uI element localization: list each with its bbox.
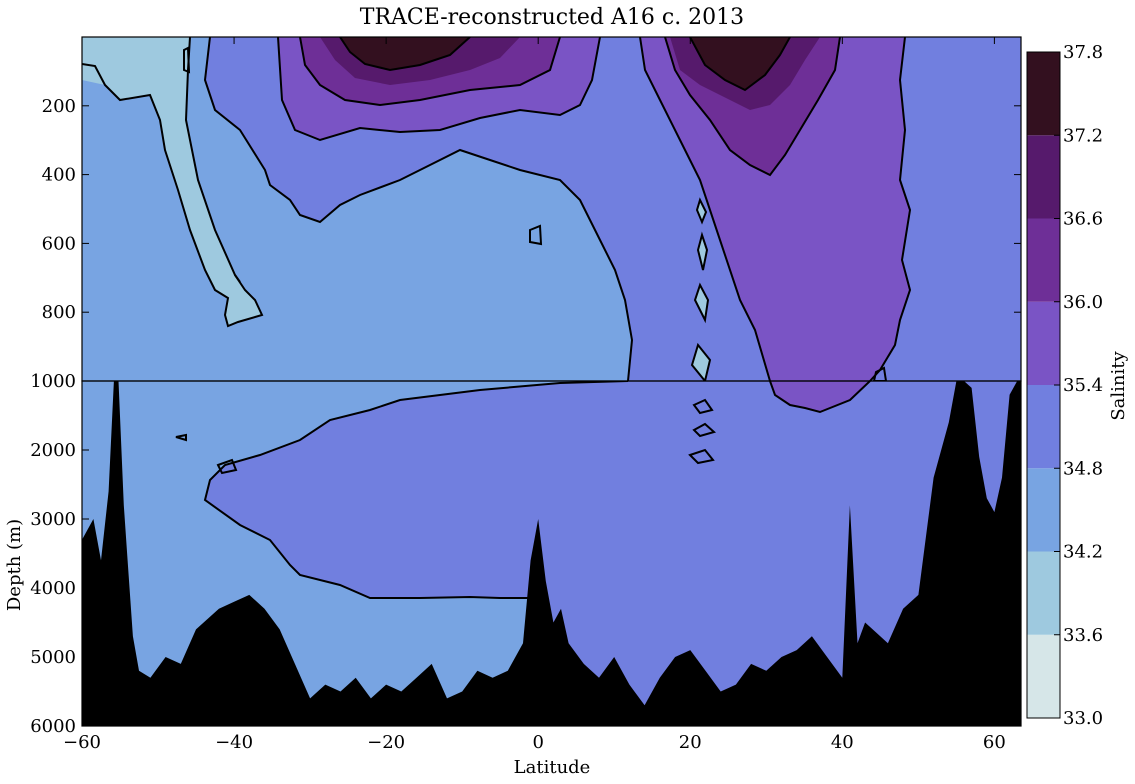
x-tick-label: −40	[215, 732, 253, 753]
colorbar-segment	[1027, 468, 1060, 552]
colorbar-tick-label: 36.0	[1063, 292, 1103, 313]
colorbar-segment	[1027, 634, 1060, 718]
colorbar-segment	[1027, 52, 1060, 136]
y-tick-label-upper: 1000	[30, 371, 76, 392]
isohaline-blob-2	[872, 366, 888, 381]
isohaline-36.6-east-upper	[664, 37, 841, 177]
y-tick-label-upper: 400	[42, 165, 76, 186]
y-tick-label-upper: 600	[42, 233, 76, 254]
lower-panel	[82, 381, 1021, 726]
x-axis: −60 −40 −20 0 20 40 60	[63, 37, 1006, 753]
x-tick-label: 20	[679, 732, 702, 753]
y-tick-label-lower: 6000	[30, 716, 76, 737]
colorbar-tick-label: 37.2	[1063, 125, 1103, 146]
colorbar-tick-label: 34.2	[1063, 542, 1103, 563]
lower-contour-lines	[175, 381, 871, 599]
fill-band-34.2-34.8-east-spots	[692, 200, 710, 381]
colorbar-tick-label: 33.0	[1063, 708, 1103, 729]
y-tick-label-lower: 3000	[30, 509, 76, 530]
isohaline-spot-8	[175, 433, 187, 442]
isohaline-35.4-lower	[203, 381, 629, 599]
fill-band-35.4-36.0-east	[640, 37, 910, 381]
isohaline-35.4-west-upper	[203, 37, 634, 381]
x-tick-label: −60	[63, 732, 101, 753]
isohaline-spot-2	[696, 231, 709, 271]
isohaline-36.0-east-upper	[639, 37, 771, 381]
seafloor-bathymetry	[82, 381, 1021, 726]
y-tick-label-lower: 5000	[30, 647, 76, 668]
colorbar-tick-label: 34.8	[1063, 458, 1103, 479]
isohaline-blob-1	[529, 224, 543, 246]
colorbar-tick-label: 35.4	[1063, 375, 1103, 396]
lower-panel-frame	[81, 380, 1022, 727]
x-axis-label: Latitude	[514, 757, 591, 778]
isohaline-34.8-upper	[82, 63, 264, 328]
y-axis-upper: 200 400 600 800 1000	[30, 96, 1021, 392]
y-tick-label-lower: 4000	[30, 578, 76, 599]
colorbar: 33.0 33.6 34.2 34.8 35.4 36.0 36.6 37.2 37.8	[1026, 42, 1103, 729]
fill-band-37.2-37.8-east	[690, 37, 790, 90]
isohaline-37.2-east-upper	[689, 37, 791, 92]
y-tick-label-upper: 800	[42, 302, 76, 323]
colorbar-segment	[1027, 301, 1060, 385]
isohaline-36.0-lower	[769, 381, 871, 414]
isohaline-36.6-west-upper	[299, 37, 561, 107]
chart-title: TRACE-reconstructed A16 c. 2013	[360, 5, 744, 30]
colorbar-segment	[1027, 218, 1060, 302]
colorbar-tick-label: 36.6	[1063, 209, 1103, 230]
isohaline-spot-6	[692, 422, 717, 438]
colorbar-tick-label: 37.8	[1063, 42, 1103, 63]
isohaline-36.0-east-return	[869, 37, 912, 381]
isohaline-spot-3	[693, 282, 710, 324]
y-tick-label-lower: 2000	[30, 440, 76, 461]
isohaline-spot-5	[692, 398, 714, 415]
isohaline-spot-9	[216, 458, 238, 475]
y-axis-lower: 2000 3000 4000 5000 6000	[30, 380, 1021, 737]
upper-contour-lines	[82, 37, 912, 381]
x-tick-label: 0	[532, 732, 543, 753]
isohaline-blob-3	[183, 46, 191, 74]
isohaline-spot-1	[695, 197, 708, 225]
x-tick-label: 60	[983, 732, 1006, 753]
colorbar-tick-label: 33.6	[1063, 625, 1103, 646]
isohaline-36.0-west-upper	[277, 37, 601, 142]
fill-band-34.2-34.8	[82, 37, 632, 381]
fill-band-35.4-36.0-lower	[770, 381, 870, 412]
colorbar-label: Salinity	[1108, 351, 1129, 421]
colorbar-segment	[1027, 551, 1060, 635]
x-tick-label: 40	[831, 732, 854, 753]
isohaline-37.2-west-upper	[339, 37, 471, 72]
fill-band-37.2-37.8-west	[340, 37, 470, 70]
isohaline-spot-4	[690, 342, 712, 381]
upper-panel	[82, 37, 1021, 381]
y-tick-label-upper: 200	[42, 96, 76, 117]
colorbar-segment	[1027, 385, 1060, 469]
x-tick-label: −20	[367, 732, 405, 753]
colorbar-segment	[1027, 135, 1060, 219]
isohaline-spot-7	[688, 448, 715, 465]
y-axis-label: Depth (m)	[4, 519, 25, 611]
fill-band-33.6-34.2	[82, 37, 262, 326]
